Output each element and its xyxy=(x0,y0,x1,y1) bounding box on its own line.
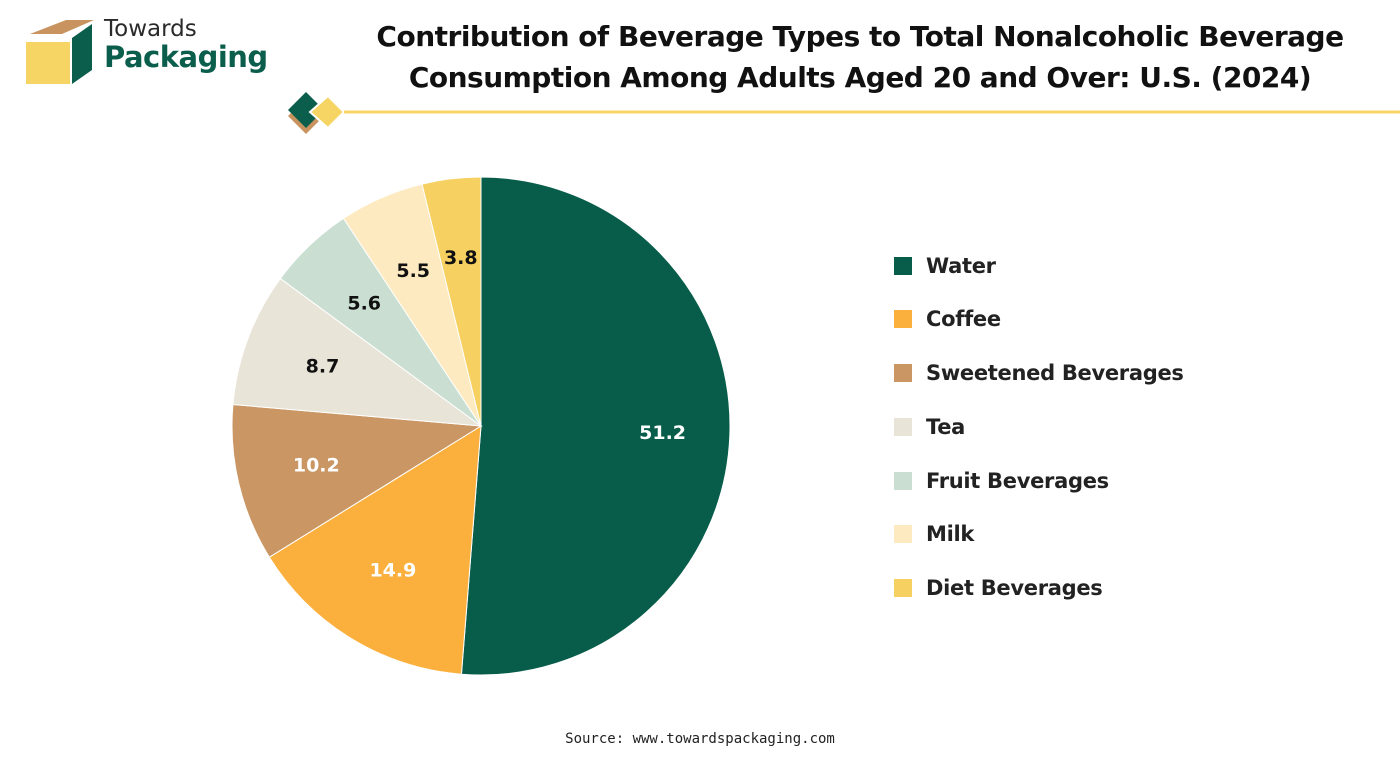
legend-label-milk: Milk xyxy=(926,522,975,547)
towards-packaging-logo: Towards Packaging xyxy=(26,16,276,86)
legend-item-fruit-beverages: Fruit Beverages xyxy=(894,463,1184,498)
slice-label-water: 51.2 xyxy=(639,422,686,444)
pie-slice-water xyxy=(460,176,731,676)
legend-item-coffee: Coffee xyxy=(894,302,1184,337)
slice-label-diet-beverages: 3.8 xyxy=(444,247,478,269)
legend-item-tea: Tea xyxy=(894,409,1184,444)
pie-labels: 51.2 14.9 10.2 8.7 5.6 5.5 3.8 xyxy=(293,247,686,582)
legend-swatch-diet-beverages xyxy=(894,579,912,598)
pie-slices xyxy=(231,176,731,676)
chart-title: Contribution of Beverage Types to Total … xyxy=(340,16,1380,98)
source-note: Source: www.towardspackaging.com xyxy=(565,731,835,747)
legend-item-sweetened-beverages: Sweetened Beverages xyxy=(894,356,1184,391)
box-front-face xyxy=(26,42,70,84)
legend-label-sweetened-beverages: Sweetened Beverages xyxy=(926,361,1184,386)
chart-legend: Water Coffee Sweetened Beverages Tea Fruit B… xyxy=(894,248,1184,625)
legend-item-milk: Milk xyxy=(894,517,1184,552)
title-divider xyxy=(288,92,1400,134)
pie-slice-tea xyxy=(232,277,483,427)
legend-swatch-fruit-beverages xyxy=(894,471,912,490)
package-box-icon xyxy=(26,20,94,84)
legend-item-diet-beverages: Diet Beverages xyxy=(894,571,1184,606)
divider-diamond-green xyxy=(288,92,324,128)
legend-swatch-sweetened-beverages xyxy=(894,364,912,383)
pie-slice-coffee xyxy=(268,425,482,675)
legend-item-water: Water xyxy=(894,248,1184,283)
slice-label-sweetened-beverages: 10.2 xyxy=(293,454,340,476)
box-top-face xyxy=(30,20,94,34)
legend-label-tea: Tea xyxy=(926,414,966,439)
slice-label-milk: 5.5 xyxy=(396,260,430,282)
chart-title-line-2: Consumption Among Adults Aged 20 and Ove… xyxy=(408,61,1312,94)
legend-swatch-water xyxy=(894,256,912,275)
slice-label-tea: 8.7 xyxy=(306,355,340,377)
pie-chart: 51.2 14.9 10.2 8.7 5.6 5.5 3.8 xyxy=(231,176,731,676)
legend-swatch-milk xyxy=(894,525,912,544)
legend-label-water: Water xyxy=(926,253,996,278)
pie-slice-diet-beverages xyxy=(421,176,482,427)
chart-title-line-1: Contribution of Beverage Types to Total … xyxy=(376,20,1344,53)
logo-text-towards: Towards xyxy=(104,16,197,42)
slice-label-coffee: 14.9 xyxy=(369,560,416,582)
slice-label-fruit-beverages: 5.6 xyxy=(347,292,381,314)
logo-text-packaging: Packaging xyxy=(104,40,268,74)
legend-label-coffee: Coffee xyxy=(926,307,1001,332)
pie-slice-sweetened-beverages xyxy=(231,403,483,558)
legend-swatch-tea xyxy=(894,417,912,436)
legend-swatch-coffee xyxy=(894,310,912,329)
box-side-face xyxy=(72,24,92,84)
legend-label-diet-beverages: Diet Beverages xyxy=(926,576,1103,601)
legend-label-fruit-beverages: Fruit Beverages xyxy=(926,468,1109,493)
